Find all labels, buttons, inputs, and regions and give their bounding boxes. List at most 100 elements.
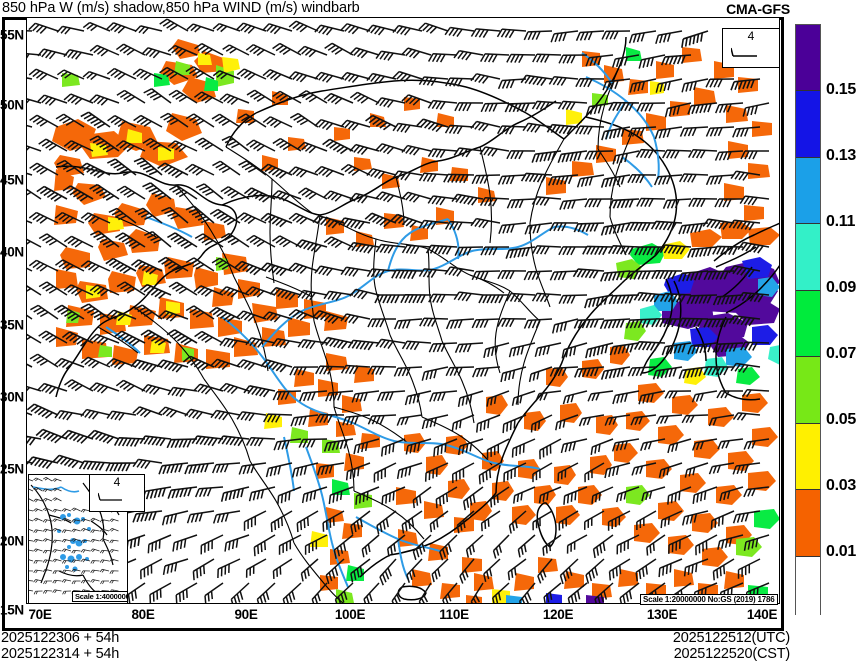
colorbar-tick-013: 0.13	[826, 147, 856, 164]
inset-wind-barb	[109, 518, 119, 523]
lon-tick-100e: 100E	[334, 607, 366, 622]
lat-tick-25n: 25N	[0, 461, 24, 477]
colorbar-band-6	[796, 423, 820, 491]
valid-time-cst: 2025122520(CST)	[673, 646, 791, 662]
inset-wind-barb	[80, 579, 91, 584]
inset-wind-barb	[90, 560, 100, 564]
inset-wind-barb	[61, 569, 72, 574]
inset-wind-barb	[52, 508, 62, 513]
inset-wind-barb	[42, 538, 53, 542]
colorbar-tick-005: 0.05	[826, 411, 856, 428]
inset-wind-barb	[52, 570, 62, 574]
inset-wind-barb	[52, 539, 62, 544]
inset-wind-barb	[29, 497, 34, 502]
colorbar-band-7	[796, 490, 820, 557]
lon-tick-70e: 70E	[28, 607, 52, 622]
valid-time-utc: 2025122512(UTC)	[672, 630, 790, 646]
inset-wind-barb	[42, 507, 53, 512]
wind-barb-reference-icon	[731, 47, 757, 57]
inset-wind-barb	[99, 549, 110, 554]
inset-wind-barb	[29, 508, 34, 513]
inset-wind-barb	[61, 579, 72, 583]
inset-wind-barb	[80, 508, 91, 513]
inset-wind-barb	[80, 549, 91, 553]
inset-wind-barb	[29, 518, 34, 523]
inset-wind-barb	[52, 487, 62, 492]
inset-wind-barb	[33, 590, 43, 595]
inset-wind-barb	[99, 528, 110, 533]
inset-wind-barb	[33, 498, 43, 503]
colorbar-tick-015: 0.15	[826, 81, 856, 98]
inset-wind-barb	[61, 508, 72, 512]
init-time-cst: 2025122314 + 54h	[1, 646, 120, 662]
inset-wind-barb	[71, 549, 81, 554]
inset-wind-barb	[71, 507, 81, 512]
map-scale-tag: Scale 1:20000000 No:GS (2019) 1786	[640, 594, 778, 605]
lat-tick-15n: 15N	[0, 602, 24, 618]
lat-tick-40n: 40N	[0, 244, 24, 260]
colorbar[interactable]	[795, 24, 821, 622]
inset-wind-barb	[42, 559, 53, 564]
colorbar-band-3	[796, 224, 820, 291]
colorbar-band-8	[796, 556, 820, 622]
inset-wind-barb-reference-icon	[98, 492, 122, 501]
init-time-utc: 2025122306 + 54h	[1, 630, 120, 646]
colorbar-band-0	[796, 25, 820, 92]
lat-tick-45n: 45N	[0, 172, 24, 188]
inset-wind-barb	[33, 538, 43, 543]
inset-wind-barb	[99, 519, 110, 523]
inset-wind-barb	[43, 580, 52, 585]
inset-wind-barb	[90, 529, 100, 534]
inset-wind-barb-reference-value: 4	[113, 475, 121, 489]
inset-scale-tag: Scale 1:40000000	[72, 591, 127, 602]
inset-wind-barb	[29, 487, 34, 492]
lon-tick-120e: 120E	[542, 607, 574, 622]
inset-wind-barb	[29, 478, 34, 482]
inset-wind-barb	[109, 558, 119, 563]
inset-wind-barb	[29, 570, 34, 574]
inset-wind-barb	[52, 579, 62, 584]
colorbar-band-2	[796, 157, 820, 225]
inset-wind-barb	[90, 569, 100, 574]
inset-wind-barb	[80, 518, 91, 523]
inset-wind-barb	[52, 518, 62, 523]
model-label: CMA-GFS	[726, 1, 790, 17]
colorbar-tick-007: 0.07	[826, 345, 856, 362]
inset-wind-barb	[80, 558, 91, 563]
inset-wind-barb	[90, 538, 100, 543]
inset-wind-barb	[52, 558, 62, 563]
inset-wind-barb	[109, 579, 119, 584]
inset-wind-barb	[52, 589, 62, 594]
inset-wind-barb	[42, 488, 53, 493]
lat-tick-35n: 35N	[0, 317, 24, 333]
inset-wind-barb	[99, 559, 110, 564]
inset-wind-barb	[33, 529, 43, 534]
inset-wind-barb	[71, 568, 81, 573]
lon-tick-80e: 80E	[131, 607, 155, 622]
inset-wind-barb	[61, 560, 72, 564]
colorbar-tick-009: 0.09	[826, 279, 856, 296]
lon-tick-110e: 110E	[439, 607, 469, 622]
map-graphics	[26, 17, 780, 604]
inset-wind-barb	[81, 570, 91, 574]
lon-tick-140e: 140E	[746, 607, 778, 622]
inset-wind-barb	[29, 539, 34, 544]
colorbar-band-5	[796, 357, 820, 424]
inset-wind-barb	[33, 569, 43, 574]
inset-wind-barb	[33, 517, 43, 522]
inset-wind-barb	[80, 528, 91, 532]
weather-map-canvas[interactable]	[26, 17, 780, 604]
inset-wind-barb	[109, 549, 119, 553]
inset-wind-barb	[109, 539, 119, 544]
inset-wind-barb-reference-legend: 4	[89, 474, 145, 512]
colorbar-tick-011: 0.11	[826, 213, 856, 230]
inset-wind-barb	[99, 538, 110, 542]
inset-wind-barb	[33, 508, 43, 512]
inset-wind-barb	[61, 548, 72, 553]
inset-wind-barb	[42, 519, 53, 523]
inset-wind-barb	[29, 589, 34, 594]
colorbar-band-4	[796, 290, 820, 358]
inset-wind-barb	[29, 549, 34, 553]
inset-wind-barb	[71, 559, 81, 564]
inset-wind-barb	[61, 529, 72, 534]
